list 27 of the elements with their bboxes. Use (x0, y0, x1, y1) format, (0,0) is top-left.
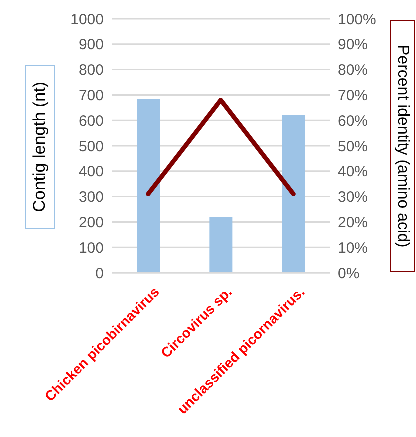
y2-tick-label: 50% (338, 138, 368, 156)
y-tick-label: 800 (78, 62, 104, 80)
y2-axis-title: Percent identity (amino acid) (394, 44, 412, 248)
y-tick-label: 300 (78, 189, 104, 206)
y2-tick-label: 10% (338, 240, 368, 257)
y2-tick-label: 30% (338, 189, 368, 206)
y2-tick-label: 90% (338, 36, 368, 54)
y-tick-label: 1000 (70, 11, 104, 28)
y2-tick-label: 60% (338, 112, 368, 130)
y2-tick-label: 80% (338, 62, 368, 80)
y-tick-label: 700 (78, 88, 104, 105)
y-tick-label: 400 (78, 164, 104, 181)
y-tick-label: 100 (78, 240, 104, 257)
bar (282, 116, 306, 273)
y2-tick-label: 100% (338, 11, 376, 28)
y-tick-label: 600 (78, 112, 104, 130)
y2-tick-label: 0% (338, 265, 360, 282)
y-tick-label: 0 (96, 265, 104, 282)
y-tick-label: 500 (78, 138, 104, 156)
y-tick-label: 200 (78, 214, 104, 232)
bar (137, 99, 160, 273)
y2-tick-label: 40% (338, 164, 368, 181)
y2-tick-label: 20% (338, 214, 368, 232)
bar (210, 217, 233, 273)
y2-tick-label: 70% (338, 88, 368, 105)
y-tick-label: 900 (78, 36, 104, 54)
y-axis-title: Contig length (nt) (30, 82, 50, 212)
